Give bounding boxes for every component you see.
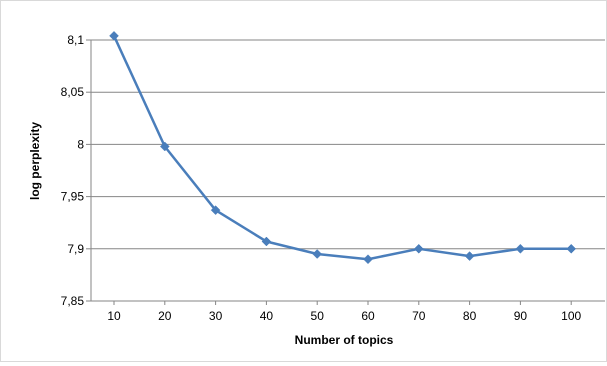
x-tick-label: 100 <box>561 309 581 323</box>
data-point <box>566 243 577 254</box>
x-tick-label: 80 <box>463 309 477 323</box>
x-tick-label: 40 <box>260 309 274 323</box>
data-point <box>109 30 119 41</box>
x-tick-label: 30 <box>209 309 223 323</box>
data-points <box>109 30 577 265</box>
x-tick-label: 10 <box>107 309 121 323</box>
y-tick-label: 7,95 <box>61 190 85 204</box>
x-tick-label: 20 <box>158 309 172 323</box>
data-point <box>312 249 323 259</box>
x-axis-title: Number of topics <box>295 333 394 347</box>
gridlines <box>91 39 605 250</box>
axes <box>86 39 605 305</box>
y-tick-label: 8,1 <box>67 33 84 47</box>
data-point <box>363 254 373 265</box>
x-tick-label: 90 <box>514 309 528 323</box>
data-point <box>261 236 272 247</box>
y-tick-label: 7,85 <box>61 294 85 308</box>
y-tick-labels: 7,85 7,9 7,95 8 8,05 8,1 <box>61 33 85 308</box>
y-tick-label: 7,9 <box>67 242 84 256</box>
data-point <box>515 243 526 254</box>
series-line-path <box>112 35 572 261</box>
x-tick-label: 50 <box>311 309 325 323</box>
data-point <box>210 205 221 216</box>
y-axis-title: log perplexity <box>28 122 42 200</box>
y-tick-label: 8,05 <box>61 85 85 99</box>
x-tick-labels: 10 20 30 40 50 60 70 80 90 100 <box>107 309 581 323</box>
data-point <box>413 243 424 254</box>
x-tick-label: 70 <box>412 309 426 323</box>
series-line <box>112 35 572 261</box>
y-tick-label: 8 <box>77 137 84 151</box>
x-tick-label: 60 <box>361 309 375 323</box>
data-point <box>159 141 170 152</box>
data-point <box>464 251 475 261</box>
